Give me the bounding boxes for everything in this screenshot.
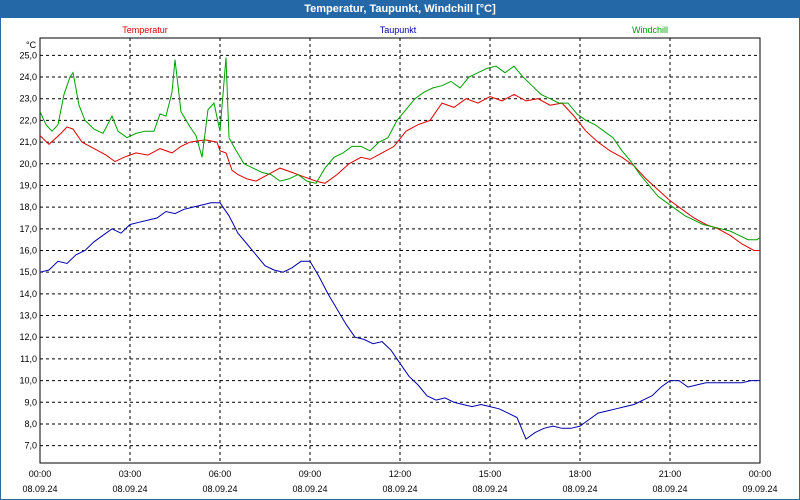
y-tick-label: 24,0 [19, 72, 37, 82]
x-tick-time: 18:00 [569, 469, 592, 479]
x-tick-date: 08.09.24 [472, 484, 507, 494]
x-tick-date: 08.09.24 [562, 484, 597, 494]
y-tick-label: 19,0 [19, 180, 37, 190]
x-tick-date: 08.09.24 [112, 484, 147, 494]
y-tick-label: 10,0 [19, 376, 37, 386]
legend: Temperatur Taupunkt Windchill [122, 25, 668, 35]
y-tick-label: 21,0 [19, 137, 37, 147]
x-tick-time: 09:00 [299, 469, 322, 479]
y-tick-label: 23,0 [19, 94, 37, 104]
y-tick-label: 12,0 [19, 332, 37, 342]
legend-entry-taupunkt: Taupunkt [380, 25, 417, 35]
x-axis: 00:00 08.09.24 03:00 08.09.24 06:00 08.09.24 0… [22, 469, 777, 494]
x-tick-date: 08.09.24 [22, 484, 57, 494]
x-tick-date: 09.09.24 [742, 484, 777, 494]
x-tick-time: 00:00 [29, 469, 52, 479]
series-lines [39, 57, 761, 440]
x-tick-time: 03:00 [119, 469, 142, 479]
y-tick-label: 17,0 [19, 224, 37, 234]
x-tick-date: 08.09.24 [202, 484, 237, 494]
legend-entry-temperatur: Temperatur [122, 25, 168, 35]
y-tick-label: 11,0 [20, 354, 37, 364]
y-tick-label: 20,0 [19, 159, 37, 169]
y-tick-label: 15,0 [19, 267, 37, 277]
y-axis: 7,0 8,0 9,0 10,0 11,0 12,0 13,0 14,0 15,0 16,0 17,… [19, 50, 37, 450]
chart-title: Temperatur, Taupunkt, Windchill [°C] [0, 0, 800, 18]
series-line-windchill [39, 57, 761, 241]
x-tick-time: 12:00 [389, 469, 412, 479]
y-tick-label: 25,0 [19, 50, 37, 60]
y-tick-label: 22,0 [19, 115, 37, 125]
series-line-taupunkt [39, 202, 760, 440]
x-tick-time: 06:00 [209, 469, 232, 479]
y-tick-label: 14,0 [19, 289, 37, 299]
legend-entry-windchill: Windchill [632, 25, 668, 35]
y-tick-label: 8,0 [24, 419, 37, 429]
x-tick-time: 00:00 [749, 469, 772, 479]
y-axis-unit: °C [26, 40, 37, 50]
x-tick-time: 15:00 [479, 469, 502, 479]
y-tick-label: 9,0 [24, 397, 37, 407]
y-tick-label: 16,0 [19, 246, 37, 256]
y-tick-label: 18,0 [19, 202, 37, 212]
y-tick-label: 7,0 [24, 441, 37, 451]
x-tick-time: 21:00 [659, 469, 682, 479]
x-tick-date: 08.09.24 [652, 484, 687, 494]
x-tick-date: 08.09.24 [382, 484, 417, 494]
grid-lines [40, 38, 760, 463]
x-tick-date: 08.09.24 [292, 484, 327, 494]
y-tick-label: 13,0 [19, 311, 37, 321]
